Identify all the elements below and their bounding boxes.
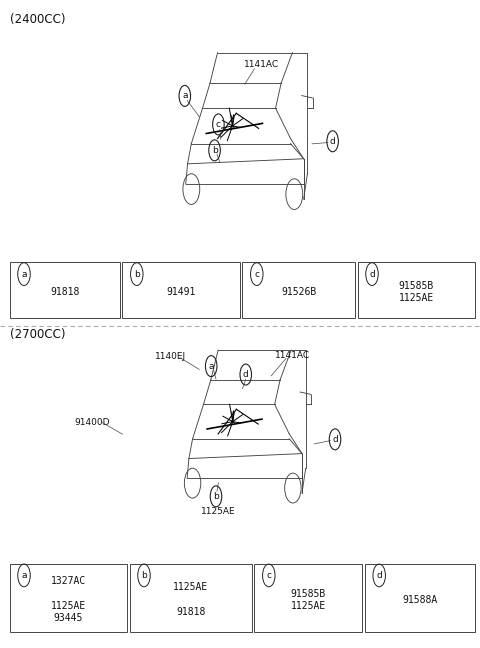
Text: 91588A: 91588A bbox=[402, 595, 438, 605]
Text: 1141AC: 1141AC bbox=[244, 60, 279, 69]
Bar bbox=[242, 262, 355, 318]
Text: d: d bbox=[332, 435, 338, 444]
Text: d: d bbox=[330, 137, 336, 146]
Bar bbox=[130, 564, 252, 632]
Text: c: c bbox=[266, 571, 271, 580]
Text: 1125AE

91818: 1125AE 91818 bbox=[173, 583, 208, 617]
Text: 91491: 91491 bbox=[167, 287, 196, 297]
Text: 1125AE: 1125AE bbox=[201, 507, 236, 516]
Bar bbox=[254, 564, 362, 632]
Bar bbox=[10, 262, 120, 318]
Text: d: d bbox=[243, 370, 249, 379]
Text: a: a bbox=[21, 270, 27, 279]
Text: d: d bbox=[376, 571, 382, 580]
Text: a: a bbox=[21, 571, 27, 580]
Text: b: b bbox=[213, 492, 219, 501]
Text: 1327AC

1125AE
93445: 1327AC 1125AE 93445 bbox=[51, 576, 86, 623]
Text: b: b bbox=[141, 571, 147, 580]
Text: (2700CC): (2700CC) bbox=[10, 328, 65, 341]
Text: c: c bbox=[254, 270, 259, 279]
Text: 91585B
1125AE: 91585B 1125AE bbox=[399, 281, 434, 303]
Text: (2400CC): (2400CC) bbox=[10, 13, 65, 26]
Text: 91400D: 91400D bbox=[74, 418, 110, 427]
Bar bbox=[365, 564, 475, 632]
Text: c: c bbox=[216, 120, 221, 129]
Text: d: d bbox=[369, 270, 375, 279]
Bar bbox=[10, 564, 127, 632]
Text: 1140EJ: 1140EJ bbox=[155, 352, 186, 361]
Text: 91526B: 91526B bbox=[281, 287, 316, 297]
Text: b: b bbox=[134, 270, 140, 279]
Text: 1141AC: 1141AC bbox=[275, 351, 311, 360]
Text: a: a bbox=[182, 91, 188, 100]
Bar bbox=[122, 262, 240, 318]
Text: 91818: 91818 bbox=[50, 287, 80, 297]
Text: b: b bbox=[212, 146, 217, 155]
Text: a: a bbox=[208, 362, 214, 371]
Text: 91585B
1125AE: 91585B 1125AE bbox=[291, 588, 326, 611]
Bar bbox=[358, 262, 475, 318]
